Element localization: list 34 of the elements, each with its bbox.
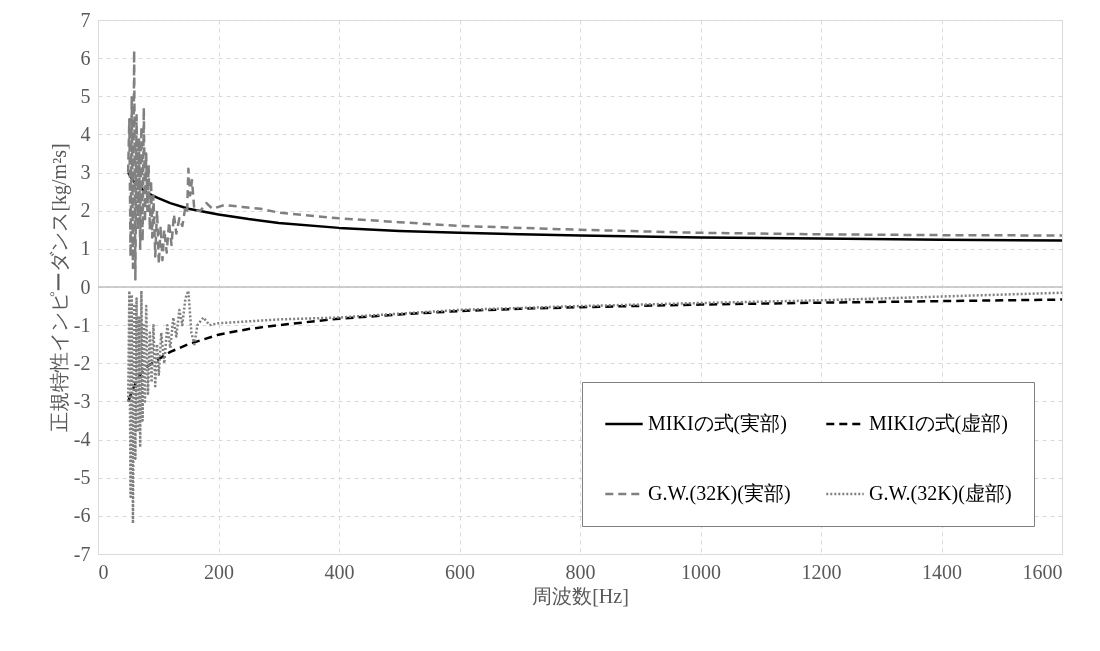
y-tick-label: -7 bbox=[73, 542, 91, 565]
y-tick-label: 2 bbox=[80, 199, 91, 222]
y-tick-label: 0 bbox=[80, 275, 91, 298]
y-tick-label: -1 bbox=[73, 313, 91, 336]
y-tick-label: 6 bbox=[80, 46, 91, 69]
legend-label: MIKIの式(実部) bbox=[648, 412, 787, 435]
x-tick-label: 0 bbox=[98, 560, 109, 583]
y-tick-label: -2 bbox=[73, 351, 91, 374]
x-tick-label: 800 bbox=[565, 560, 596, 583]
line-series bbox=[126, 298, 1064, 403]
y-tick-label: 1 bbox=[80, 237, 91, 260]
y-axis-title: 正規特性インピーダンス[kg/m²s] bbox=[47, 143, 71, 432]
x-tick-label: 1000 bbox=[681, 560, 721, 583]
legend-label: G.W.(32K)(虚部) bbox=[869, 482, 1012, 505]
y-tick-label: -6 bbox=[73, 504, 91, 527]
line-series bbox=[126, 171, 1064, 242]
y-tick-label: 4 bbox=[80, 122, 91, 145]
line-series bbox=[126, 289, 1064, 525]
x-tick-label: 400 bbox=[324, 560, 355, 583]
x-tick-label: 1200 bbox=[801, 560, 842, 583]
x-tick-label: 600 bbox=[445, 560, 475, 583]
y-tick-label: 7 bbox=[80, 8, 91, 31]
legend-label: G.W.(32K)(実部) bbox=[648, 482, 791, 505]
x-tick-label: 200 bbox=[204, 560, 234, 583]
y-tick-label: -3 bbox=[73, 389, 91, 412]
line-series bbox=[126, 49, 1064, 281]
x-tick-label: 1400 bbox=[922, 560, 962, 583]
y-tick-label: -4 bbox=[73, 428, 91, 451]
legend-label: MIKIの式(虚部) bbox=[869, 412, 1008, 435]
y-tick-label: 3 bbox=[80, 161, 91, 184]
y-tick-label: -5 bbox=[73, 466, 91, 489]
x-tick-label: 1600 bbox=[1022, 560, 1063, 583]
y-tick-label: 5 bbox=[80, 84, 91, 107]
x-axis-title: 周波数[Hz] bbox=[532, 584, 629, 607]
